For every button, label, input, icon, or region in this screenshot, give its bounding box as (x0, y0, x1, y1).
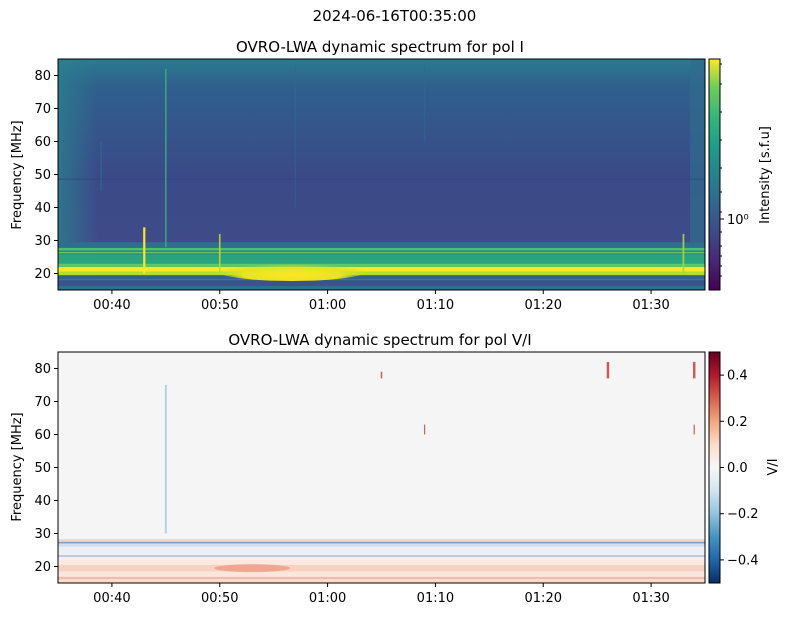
polarization-band (58, 576, 705, 583)
y-tick-label: 30 (34, 234, 51, 249)
x-tick-label: 01:20 (525, 298, 562, 313)
x-tick-label: 01:10 (417, 591, 454, 606)
y-tick-label: 70 (34, 395, 51, 410)
y-tick-label: 50 (34, 168, 51, 183)
colorbar-tick-label: −0.2 (727, 507, 759, 522)
y-tick-label: 40 (34, 201, 51, 216)
spectrum-band (58, 286, 705, 290)
spectrum-band (58, 263, 705, 267)
spectrum-band (58, 242, 705, 248)
bottom-heatmap-features (58, 361, 705, 579)
top-x-ticks: 00:40 00:50 01:00 01:10 01:20 01:30 (93, 290, 670, 313)
top-panel-title: OVRO-LWA dynamic spectrum for pol I (236, 38, 524, 56)
bottom-panel-title: OVRO-LWA dynamic spectrum for pol V/I (228, 331, 531, 349)
bottom-y-axis-label: Frequency [MHz] (10, 412, 25, 521)
x-tick-label: 00:50 (201, 591, 238, 606)
colorbar-tick-label: 0.0 (727, 461, 748, 476)
colorbar-tick-label: −0.4 (727, 553, 759, 568)
top-y-axis-label: Frequency [MHz] (10, 120, 25, 229)
x-tick-label: 01:00 (309, 298, 346, 313)
polarization-band (58, 564, 705, 572)
bottom-colorbar-ticks: 0.4 0.2 0.0 −0.2 −0.4 (720, 369, 759, 568)
polarization-band (58, 571, 705, 577)
bottom-heatmap (58, 352, 705, 583)
top-colorbar-label: Intensity [s.f.u] (758, 126, 773, 224)
spectrum-band (58, 247, 705, 251)
polarization-band (58, 543, 705, 547)
x-tick-label: 00:50 (201, 298, 238, 313)
top-heatmap-flux-bump (217, 261, 367, 281)
top-heatmap-right-edge (690, 59, 705, 290)
y-tick-label: 60 (34, 135, 51, 150)
y-tick-label: 30 (34, 527, 51, 542)
spectrum-band (58, 266, 705, 272)
polarization-band (58, 546, 705, 554)
bottom-heatmap-bands (58, 539, 705, 583)
y-tick-label: 60 (34, 428, 51, 443)
top-heatmap-bursts (100, 62, 685, 274)
x-tick-label: 00:40 (93, 298, 130, 313)
colorbar-tick-label: 0.4 (727, 369, 748, 384)
x-tick-label: 01:30 (632, 591, 669, 606)
spectrum-band (58, 280, 705, 287)
bottom-colorbar-label: V/I (766, 458, 781, 475)
polarization-band (58, 539, 705, 542)
polarization-band (58, 553, 705, 560)
y-tick-label: 80 (34, 69, 51, 84)
bottom-x-ticks: 00:40 00:50 01:00 01:10 01:20 01:30 (93, 583, 670, 606)
spectrum-band (58, 254, 705, 264)
top-heatmap-bands (58, 178, 705, 290)
polarized-patch (214, 564, 291, 573)
top-y-ticks: 20 30 40 50 60 70 80 (34, 69, 58, 282)
y-tick-label: 20 (34, 560, 51, 575)
bottom-y-ticks: 20 30 40 50 60 70 80 (34, 362, 58, 575)
spectrum-band (58, 271, 705, 276)
top-colorbar-minor-ticks (720, 63, 722, 277)
x-tick-label: 01:20 (525, 591, 562, 606)
y-tick-label: 20 (34, 267, 51, 282)
top-colorbar-tick-label: 10⁰ (727, 213, 749, 228)
y-tick-label: 40 (34, 494, 51, 509)
spectrum-band (58, 275, 705, 281)
y-tick-label: 80 (34, 362, 51, 377)
top-colorbar (708, 58, 721, 291)
bottom-colorbar (708, 351, 721, 584)
colorbar-tick-label: 0.2 (727, 415, 748, 430)
top-heatmap (58, 59, 705, 290)
x-tick-label: 01:10 (417, 298, 454, 313)
figure-suptitle: 2024-06-16T00:35:00 (312, 7, 477, 25)
y-tick-label: 50 (34, 461, 51, 476)
polarization-band (58, 559, 705, 565)
x-tick-label: 01:30 (632, 298, 669, 313)
x-tick-label: 01:00 (309, 591, 346, 606)
y-tick-label: 70 (34, 102, 51, 117)
x-tick-label: 00:40 (93, 591, 130, 606)
